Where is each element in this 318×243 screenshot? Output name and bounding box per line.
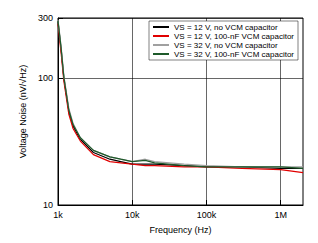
svg-text:300: 300 — [38, 13, 53, 23]
svg-text:VS = 12 V, no VCM capacitor: VS = 12 V, no VCM capacitor — [174, 23, 278, 32]
svg-text:Frequency (Hz): Frequency (Hz) — [149, 225, 211, 235]
svg-text:1M: 1M — [274, 210, 287, 220]
svg-text:10k: 10k — [125, 210, 140, 220]
svg-text:Voltage Noise (nV/√Hz): Voltage Noise (nV/√Hz) — [18, 65, 28, 158]
svg-text:1k: 1k — [53, 210, 63, 220]
svg-text:10: 10 — [43, 200, 53, 210]
svg-text:VS = 32 V, 100-nF VCM capacito: VS = 32 V, 100-nF VCM capacitor — [174, 50, 294, 59]
svg-text:100: 100 — [38, 73, 53, 83]
svg-text:VS = 12 V, 100-nF VCM capacito: VS = 12 V, 100-nF VCM capacitor — [174, 32, 294, 41]
svg-text:VS = 32 V, no VCM capacitor: VS = 32 V, no VCM capacitor — [174, 41, 278, 50]
svg-text:100k: 100k — [197, 210, 217, 220]
